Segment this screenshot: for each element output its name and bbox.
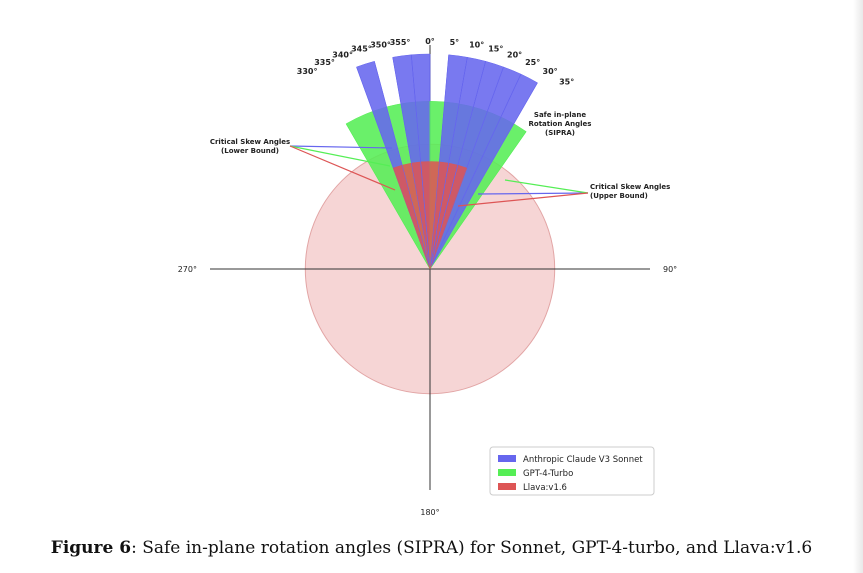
wedge-edge-0-4-0 (429, 57, 468, 270)
legend-swatch-0 (498, 455, 516, 462)
tick-label-1: 335° (314, 58, 335, 67)
tick-label-6: 0° (425, 37, 435, 46)
tick-label-9: 15° (488, 45, 503, 54)
annotation-sipra-line-2: (SIPRA) (545, 129, 575, 137)
leader-line-1 (289, 145, 391, 167)
caption-text: : Safe in-plane rotation angles (SIPRA) … (131, 538, 813, 558)
wedge-edge-1-1-1 (429, 131, 527, 270)
wedge-edge-2-1-1 (429, 167, 468, 270)
annotation-upper-bound-line-0: Critical Skew Angles (590, 183, 670, 191)
page-edge-shade (853, 0, 863, 573)
annotation-upper-bound-line-1: (Upper Bound) (590, 192, 648, 200)
legend-box (489, 446, 655, 496)
annotation-lower-bound-line-0: Critical Skew Angles (210, 138, 290, 146)
axis-label-90: 90° (663, 265, 677, 274)
tick-label-4: 350° (370, 40, 391, 49)
tick-label-2: 340° (332, 51, 353, 60)
angle-tick-labels: 330°335°340°345°350°355° 0° 5° 10° 15° 20°25°… (297, 37, 574, 87)
leader-line-3 (477, 192, 589, 195)
wedge-edge-0-7-1 (429, 82, 538, 270)
legend-label-2: Llava:v1.6 (523, 483, 567, 493)
axis-label-270: 270° (178, 265, 197, 274)
wedge-edge-0-0-1 (374, 61, 431, 270)
annotation-lower-bound-line-1: (Lower Bound) (221, 147, 279, 155)
tick-label-10: 20° (507, 51, 522, 60)
tick-label-8: 10° (469, 40, 484, 49)
leader-line-5 (457, 192, 589, 207)
wedge-edge-0-1-0 (392, 57, 431, 270)
tick-label-7: 5° (450, 38, 460, 47)
legend-swatch-2 (498, 483, 516, 490)
legend: Anthropic Claude V3 Sonnet GPT-4-Turbo Lla… (489, 446, 655, 496)
legend-label-0: Anthropic Claude V3 Sonnet (523, 455, 643, 465)
leader-line-2 (289, 145, 396, 191)
tick-label-11: 25° (525, 58, 540, 67)
legend-label-1: GPT-4-Turbo (523, 469, 573, 479)
leader-line-0 (289, 145, 393, 149)
wedge-edge-0-3-0 (429, 54, 449, 270)
wedge-edge-2-0-0 (392, 167, 431, 270)
figure-caption: Figure 6: Safe in-plane rotation angles … (0, 538, 863, 558)
leader-line-4 (504, 179, 589, 194)
tick-label-13: 35° (559, 78, 574, 87)
legend-swatch-1 (498, 469, 516, 476)
wedge-edge-0-5-0 (429, 61, 486, 270)
wedge-layer (345, 53, 538, 270)
annotation-sipra-line-1: Rotation Angles (529, 120, 592, 128)
tick-label-0: 330° (297, 67, 318, 76)
tick-label-5: 355° (390, 38, 411, 47)
tick-label-12: 30° (543, 67, 558, 76)
caption-label: Figure 6 (50, 538, 132, 558)
wedge-edge-0-7-0 (429, 73, 522, 270)
tick-label-3: 345° (351, 45, 372, 54)
annotation-sipra-line-0: Safe in-plane (534, 111, 586, 119)
wedge-edge-1-0-0 (345, 123, 431, 270)
wedge-edge-0-2-0 (411, 54, 431, 270)
axis-label-180: 180° (420, 508, 439, 517)
